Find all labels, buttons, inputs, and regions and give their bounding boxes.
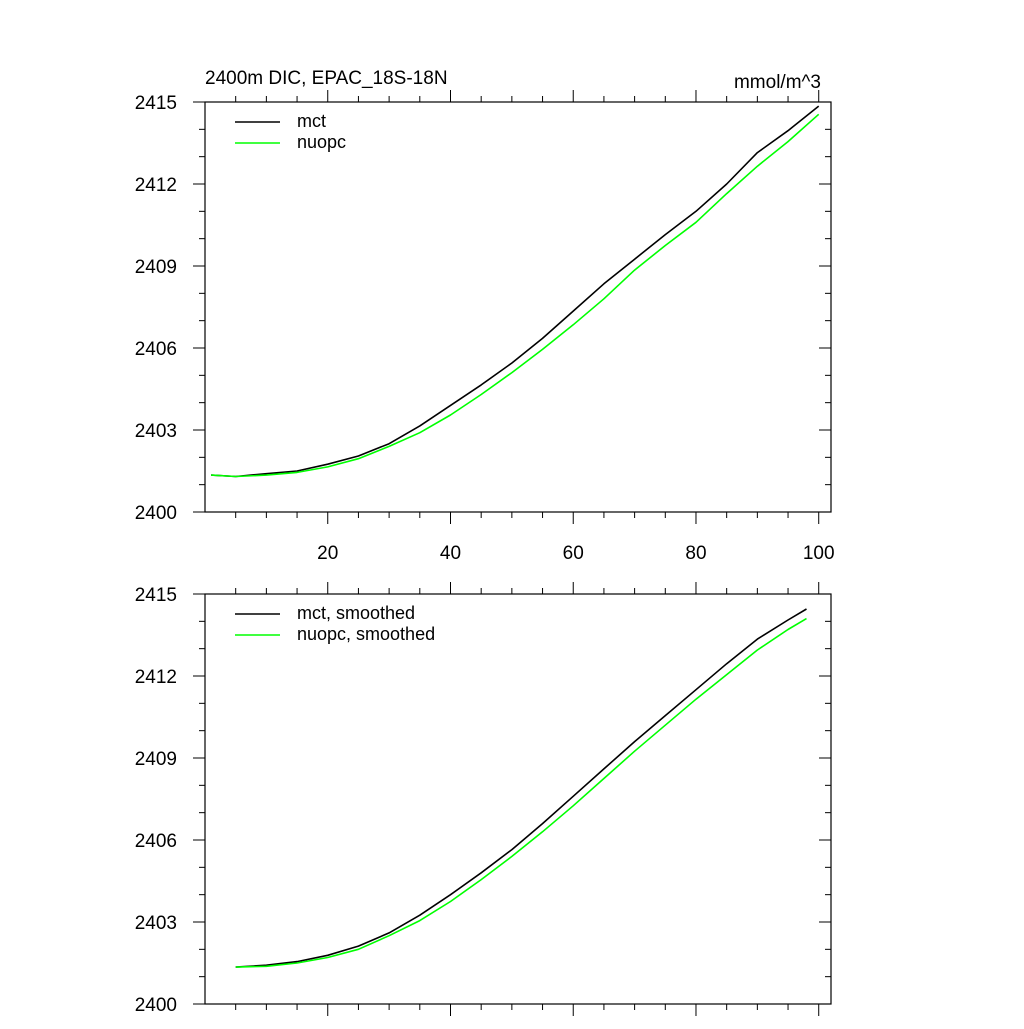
y-tick-label: 2409 xyxy=(135,749,177,770)
y-tick-label: 2406 xyxy=(135,831,177,852)
plot-frame xyxy=(204,101,832,513)
y-tick-label: 2415 xyxy=(135,93,177,114)
y-tick-label: 2400 xyxy=(135,503,177,524)
chart-panel-2: 2400 2403 2406 2409 2412 2415 mct, smoothednuo… xyxy=(135,582,832,1016)
y-tick-label: 2409 xyxy=(135,257,177,278)
y-tick-label: 2400 xyxy=(135,995,177,1016)
series-line-mct xyxy=(211,105,820,478)
y-tick-label: 2412 xyxy=(135,667,177,688)
y-tick-label: 2403 xyxy=(135,913,177,934)
chart-panel-1: 2400 2403 2406 2409 2412 2415 20 40 60 80 100 2400m… xyxy=(135,68,835,564)
units-label: mmol/m^3 xyxy=(734,72,821,93)
legend-label: nuopc, smoothed xyxy=(297,624,435,644)
x-tick-label: 40 xyxy=(440,543,461,564)
legend-label: mct, smoothed xyxy=(297,603,415,623)
series-line-nuopc xyxy=(211,113,820,478)
y-tick-label: 2412 xyxy=(135,175,177,196)
x-tick-label: 80 xyxy=(685,543,706,564)
series-line-nuopc-smoothed xyxy=(235,617,807,968)
chart-title: 2400m DIC, EPAC_18S-18N xyxy=(205,68,448,89)
x-tick-label: 20 xyxy=(317,543,338,564)
legend-label: mct xyxy=(297,111,326,131)
legend-label: nuopc xyxy=(297,132,346,152)
x-tick-label: 60 xyxy=(563,543,584,564)
y-tick-label: 2403 xyxy=(135,421,177,442)
plot-frame xyxy=(204,593,832,1005)
series-line-mct-smoothed xyxy=(235,608,807,968)
y-tick-label: 2415 xyxy=(135,585,177,606)
x-tick-label: 100 xyxy=(803,543,835,564)
y-tick-label: 2406 xyxy=(135,339,177,360)
